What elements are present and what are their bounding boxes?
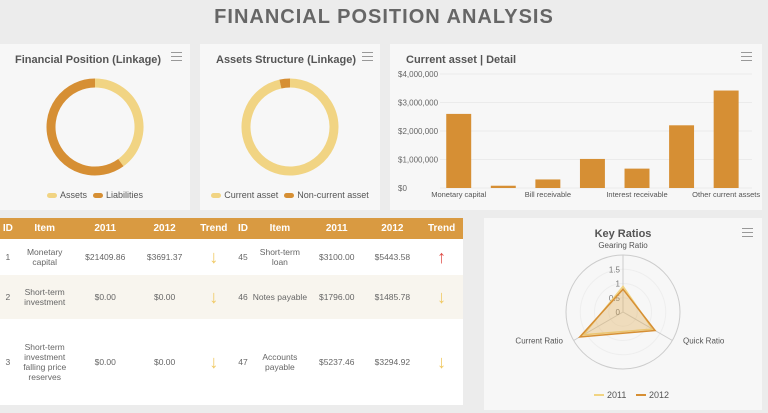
table-cell: $5237.46 bbox=[318, 357, 355, 367]
column-header[interactable]: 2012 bbox=[364, 218, 421, 239]
column-header[interactable]: ID bbox=[0, 218, 16, 239]
legend-non-current-asset[interactable]: Non-current asset bbox=[284, 190, 369, 200]
donut-chart bbox=[46, 78, 144, 176]
radar-tick-label: 1 bbox=[616, 280, 621, 289]
panel-title: Financial Position (Linkage) bbox=[15, 54, 162, 66]
table-cell: 47 bbox=[238, 357, 248, 367]
legend-assets[interactable]: Assets bbox=[46, 190, 87, 200]
radar-tick-label: 1.5 bbox=[609, 265, 621, 274]
bar bbox=[624, 168, 650, 188]
legend-current-asset[interactable]: Current asset bbox=[211, 190, 278, 200]
radar-axis-label: Current Ratio bbox=[515, 336, 563, 345]
panel-title: Assets Structure (Linkage) bbox=[216, 54, 356, 66]
column-header[interactable]: ID bbox=[235, 218, 251, 239]
trend-down-icon: ↓ bbox=[437, 352, 447, 372]
current-asset-panel: Current asset | Detail $0 $1,000,000 $2,00… bbox=[390, 44, 762, 210]
table-cell: 45 bbox=[238, 252, 248, 262]
bar bbox=[535, 179, 561, 188]
trend-up-icon: ↑ bbox=[437, 247, 447, 267]
table-cell: Short-term investment bbox=[15, 275, 74, 319]
radar-series-2012 bbox=[577, 288, 657, 338]
x-tick-label: Other current assets bbox=[692, 190, 760, 199]
table-cell: Short-term loan bbox=[259, 247, 300, 267]
table-cell: Monetary capital bbox=[26, 247, 63, 267]
y-tick-label: $3,000,000 bbox=[398, 99, 439, 108]
table-cell: $1796.00 bbox=[308, 275, 365, 319]
table-cell: $0.00 bbox=[136, 275, 193, 319]
panel-title: Current asset | Detail bbox=[406, 54, 517, 66]
table-cell: Short-term investment falling price rese… bbox=[23, 342, 67, 382]
radar-axis-label: Quick Ratio bbox=[683, 336, 725, 345]
table-cell: $0.00 bbox=[94, 357, 116, 367]
table-cell: 46 bbox=[235, 275, 251, 319]
legend-item[interactable]: 2012 bbox=[649, 390, 669, 400]
donut-slice-1 bbox=[279, 78, 291, 89]
menu-icon[interactable] bbox=[171, 52, 182, 61]
radar-axis bbox=[622, 311, 673, 341]
panel-title: Key Ratios bbox=[594, 228, 652, 240]
column-header[interactable]: 2011 bbox=[308, 218, 365, 239]
column-header[interactable]: Trend bbox=[192, 218, 236, 239]
bar bbox=[713, 90, 739, 188]
menu-icon[interactable] bbox=[742, 228, 753, 237]
menu-icon[interactable] bbox=[741, 52, 752, 61]
table-cell: $1485.78 bbox=[364, 275, 421, 319]
page-title: FINANCIAL POSITION ANALYSIS bbox=[214, 6, 554, 28]
x-tick-label: Monetary capital bbox=[431, 190, 486, 199]
financial-position-panel: Financial Position (Linkage) Assets Liabi… bbox=[0, 44, 190, 210]
legend-item[interactable]: 2011 bbox=[607, 390, 626, 400]
table-cell: $0.00 bbox=[153, 357, 176, 367]
donut-slice-0 bbox=[241, 78, 339, 176]
column-header[interactable]: Item bbox=[15, 218, 74, 239]
trend-down-icon: ↓ bbox=[209, 352, 219, 372]
column-header[interactable]: Trend bbox=[420, 218, 463, 239]
table-cell: Notes payable bbox=[250, 275, 309, 319]
table-cell: $3691.37 bbox=[146, 252, 183, 262]
bar bbox=[490, 185, 516, 188]
trend-down-icon: ↓ bbox=[192, 275, 236, 319]
column-header[interactable]: 2011 bbox=[73, 218, 137, 239]
bar bbox=[446, 113, 472, 188]
table-cell: 1 bbox=[5, 252, 11, 262]
radar-tick-label: 0 bbox=[616, 308, 621, 317]
table-cell: 2 bbox=[0, 275, 16, 319]
menu-icon[interactable] bbox=[362, 52, 373, 61]
assets-structure-panel: Assets Structure (Linkage) Current asset… bbox=[200, 44, 380, 210]
table-row: 2 Short-term investment $0.00 $0.00 ↓ 46 Notes… bbox=[0, 275, 463, 319]
donut-slice-1 bbox=[46, 78, 124, 176]
radar-axis-label: Gearing Ratio bbox=[598, 241, 648, 250]
column-header[interactable]: Item bbox=[250, 218, 309, 239]
bar-chart: $0 $1,000,000 $2,000,000 $3,000,000 $4,000,0… bbox=[398, 70, 760, 199]
table-cell: $0.00 bbox=[73, 275, 137, 319]
table-cell: Accounts payable bbox=[262, 352, 298, 372]
y-tick-label: $1,000,000 bbox=[398, 156, 439, 165]
donut-slice-0 bbox=[94, 78, 144, 167]
trend-down-icon: ↓ bbox=[209, 247, 219, 267]
donut-chart bbox=[241, 78, 339, 176]
trend-down-icon: ↓ bbox=[420, 275, 463, 319]
bar bbox=[669, 125, 695, 188]
y-tick-label: $2,000,000 bbox=[398, 127, 439, 136]
x-tick-label: Interest receivable bbox=[606, 190, 667, 199]
table-cell: $3294.92 bbox=[374, 357, 411, 367]
table-cell: $3100.00 bbox=[318, 252, 355, 262]
table-cell: $21409.86 bbox=[85, 252, 126, 262]
x-tick-label: Bill receivable bbox=[525, 190, 571, 199]
table-row: 1 Monetary capital $21409.86 $3691.37 ↓ 45 Sho… bbox=[0, 239, 463, 275]
y-tick-label: $0 bbox=[398, 184, 407, 193]
bar bbox=[579, 158, 605, 188]
y-tick-label: $4,000,000 bbox=[398, 70, 439, 79]
table-row: 3 Short-term investment falling price res… bbox=[0, 319, 463, 405]
legend-liabilities[interactable]: Liabilities bbox=[92, 190, 143, 200]
table-cell: $5443.58 bbox=[374, 252, 411, 262]
table-cell: 3 bbox=[5, 357, 11, 367]
column-header[interactable]: 2012 bbox=[136, 218, 193, 239]
detail-table: ID Item 2011 2012 Trend ID Item 2011 2012 Trend 1… bbox=[0, 218, 463, 405]
